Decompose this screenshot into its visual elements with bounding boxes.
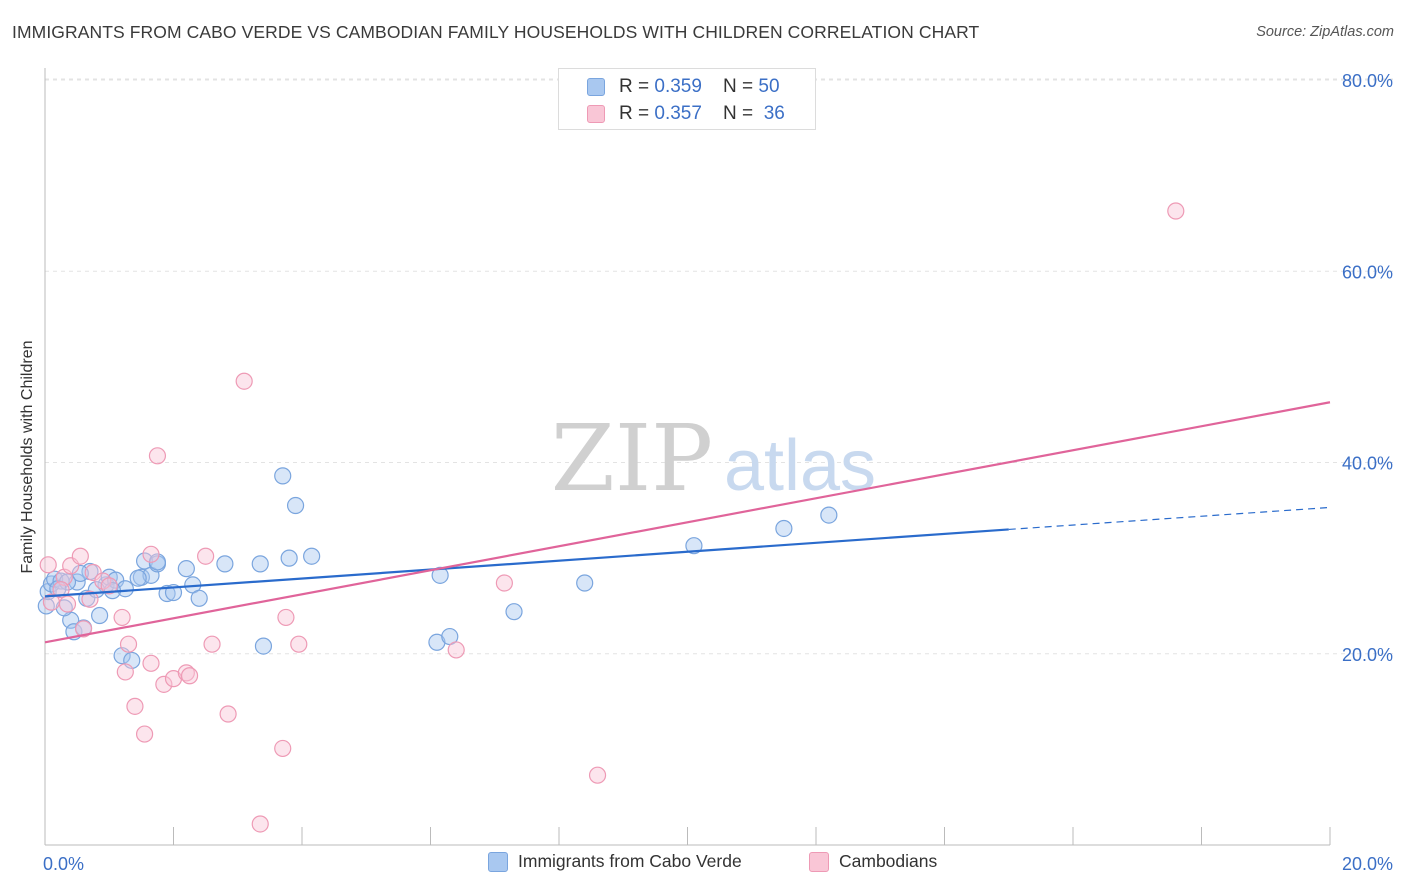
point-cambodians (39, 556, 57, 574)
point-cambodians (135, 725, 154, 743)
point-cabo-verde (91, 606, 109, 625)
legend-r-label: R = (619, 76, 655, 97)
point-cabo-verde (286, 496, 305, 515)
watermark-zip: ZIP (551, 405, 713, 512)
point-cambodians (290, 635, 308, 653)
legend-n-label: N = (723, 103, 759, 124)
point-cambodians (126, 697, 144, 715)
point-cambodians (235, 372, 253, 390)
legend-r-value: 0.359 (654, 76, 702, 97)
point-cambodians (74, 620, 93, 638)
legend-r-label: R = (619, 103, 655, 124)
point-cabo-verde (274, 467, 292, 485)
point-cambodians (219, 705, 237, 723)
y-tick-label: 40.0% (1342, 454, 1393, 474)
point-cabo-verde (254, 637, 273, 655)
point-cambodians (251, 815, 269, 833)
trend-lines (44, 401, 1331, 644)
correlation-legend: R = 0.359 N = 50 R = 0.357 N = 36 (558, 68, 816, 130)
point-cabo-verde (505, 603, 523, 621)
data-points (37, 202, 1185, 833)
point-cabo-verde (820, 506, 838, 524)
point-cabo-verde (177, 560, 195, 578)
watermark: ZIP atlas (551, 405, 876, 512)
point-cambodians (81, 590, 99, 608)
watermark-atlas: atlas (724, 426, 876, 506)
point-cambodians (155, 675, 173, 693)
y-axis-label: Family Households with Children (19, 340, 36, 574)
point-cambodians (84, 563, 102, 582)
legend-r-value: 0.357 (654, 103, 702, 124)
legend-label: Cambodians (839, 851, 938, 871)
axes (44, 68, 1331, 846)
legend-item-cabo-verde[interactable]: Immigrants from Cabo Verde (488, 851, 742, 872)
point-cabo-verde (431, 566, 449, 584)
point-cambodians (71, 547, 89, 565)
legend-n-value: 50 (758, 76, 780, 97)
legend-swatch-blue (587, 78, 605, 96)
y-tick-label: 60.0% (1342, 262, 1393, 282)
point-cambodians (58, 595, 77, 613)
point-cambodians (119, 635, 138, 653)
point-cambodians (116, 663, 134, 681)
point-cambodians (588, 766, 607, 784)
point-cambodians (142, 654, 160, 672)
point-cambodians (277, 608, 295, 627)
legend-swatch-pink (809, 851, 829, 872)
point-cambodians (197, 547, 215, 565)
x-tick-label: 20.0% (1342, 854, 1393, 874)
point-cabo-verde (190, 589, 208, 607)
chart-title: IMMIGRANTS FROM CABO VERDE VS CAMBODIAN … (12, 22, 980, 42)
point-cabo-verde (216, 555, 234, 573)
trend-line-cabo-verde-extension (1008, 506, 1331, 531)
point-cambodians (177, 664, 195, 682)
point-cabo-verde (251, 555, 269, 573)
trend-line-cambodians (44, 401, 1331, 644)
point-cabo-verde (685, 537, 703, 555)
point-cabo-verde (135, 552, 154, 570)
legend-n-value: 36 (763, 103, 785, 124)
point-cabo-verde (158, 584, 176, 603)
point-cambodians (274, 739, 292, 758)
point-cambodians (1167, 202, 1185, 220)
point-cambodians (495, 574, 513, 592)
point-cabo-verde (280, 549, 298, 567)
point-cambodians (148, 447, 167, 465)
point-cambodians (52, 581, 70, 599)
point-cabo-verde (129, 569, 147, 587)
point-cabo-verde (107, 571, 125, 589)
y-tick-label: 80.0% (1342, 71, 1393, 91)
point-cabo-verde (576, 574, 594, 592)
point-cambodians (203, 635, 221, 653)
point-cambodians (113, 608, 131, 627)
point-cambodians (142, 545, 160, 563)
legend-swatch-pink (587, 105, 605, 123)
gridlines (45, 78, 1393, 655)
point-cambodians (447, 641, 465, 659)
point-cambodians (180, 667, 199, 685)
legend-item-cambodians[interactable]: Cambodians (809, 851, 937, 872)
legend-n-label: N = (723, 76, 759, 97)
point-cabo-verde (775, 519, 793, 538)
legend-swatch-blue (488, 851, 508, 872)
series-legend: Immigrants from Cabo Verde Cambodians (0, 851, 1406, 879)
tick-labels: 20.0% 40.0% 60.0% 80.0% 0.0% 20.0% (43, 71, 1393, 874)
x-tick-label: 0.0% (43, 854, 84, 874)
trend-line-cabo-verde (44, 528, 1009, 598)
y-tick-label: 20.0% (1342, 645, 1393, 665)
point-cambodians (100, 577, 118, 595)
legend-label: Immigrants from Cabo Verde (518, 851, 742, 871)
source-label: Source: ZipAtlas.com (1256, 24, 1394, 40)
point-cabo-verde (303, 547, 321, 565)
